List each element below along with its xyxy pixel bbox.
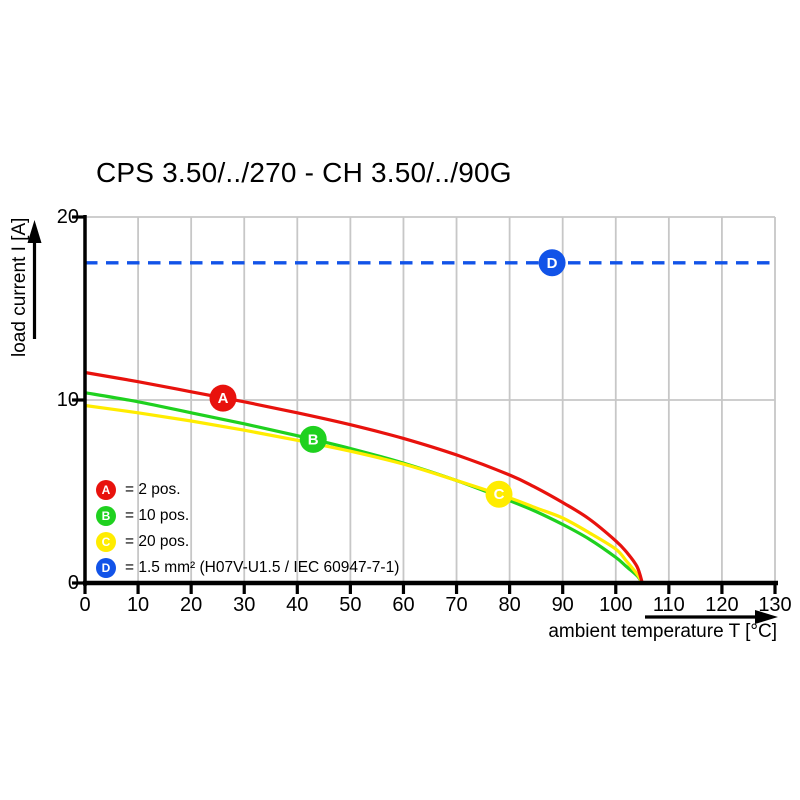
x-tick-label: 40: [286, 594, 309, 616]
y-tick-label: 10: [56, 389, 79, 411]
x-tick-label: 10: [126, 594, 150, 616]
curve-marker-letter: D: [547, 255, 558, 272]
x-tick-label: 100: [599, 594, 633, 616]
x-tick-label: 120: [705, 594, 739, 616]
y-tick-label: 20: [56, 206, 79, 228]
x-tick-label: 0: [79, 594, 91, 616]
legend-item-c: C = 20 pos.: [96, 529, 399, 555]
x-tick-label: 80: [498, 594, 521, 616]
x-tick-label: 110: [652, 594, 685, 616]
curve-marker-c: [485, 480, 513, 508]
legend-label: = 1.5 mm² (H07V-U1.5 / IEC 60947-7-1): [125, 559, 400, 576]
x-tick-label: 30: [233, 594, 256, 616]
legend-marker-d-icon: D: [96, 558, 116, 578]
x-axis-arrow-icon: [755, 610, 778, 624]
y-tick-label: 0: [67, 572, 79, 594]
x-tick-label: 90: [551, 594, 574, 616]
legend-item-d: D = 1.5 mm² (H07V-U1.5 / IEC 60947-7-1): [96, 555, 399, 581]
legend-label: = 20 pos.: [125, 533, 190, 550]
x-tick-label: 50: [339, 594, 362, 616]
x-tick-label: 70: [445, 594, 468, 616]
legend-label: = 2 pos.: [125, 481, 181, 498]
x-tick-label: 20: [180, 594, 203, 616]
x-tick-label: 60: [392, 594, 415, 616]
curve-c: [84, 403, 644, 584]
curve-marker-b: [299, 425, 327, 453]
legend: A = 2 pos. B = 10 pos. C = 20 pos. D = 1…: [96, 477, 399, 581]
curve-marker-letter: A: [218, 390, 229, 407]
curve-marker-a: [209, 384, 237, 412]
legend-item-a: A = 2 pos.: [96, 477, 399, 503]
legend-marker-b-icon: B: [96, 506, 116, 526]
chart-title: CPS 3.50/../270 - CH 3.50/../90G: [96, 157, 512, 188]
y-axis-arrow-icon: [27, 220, 42, 243]
legend-marker-a-icon: A: [96, 480, 116, 500]
curve-marker-letter: C: [494, 486, 505, 503]
x-axis-label: ambient temperature T [°C]: [548, 621, 777, 642]
curve-marker-d: [538, 249, 566, 277]
legend-marker-c-icon: C: [96, 532, 116, 552]
x-tick-label: 130: [758, 594, 792, 616]
curve-marker-letter: B: [308, 431, 319, 448]
legend-item-b: B = 10 pos.: [96, 503, 399, 529]
legend-label: = 10 pos.: [125, 507, 190, 524]
